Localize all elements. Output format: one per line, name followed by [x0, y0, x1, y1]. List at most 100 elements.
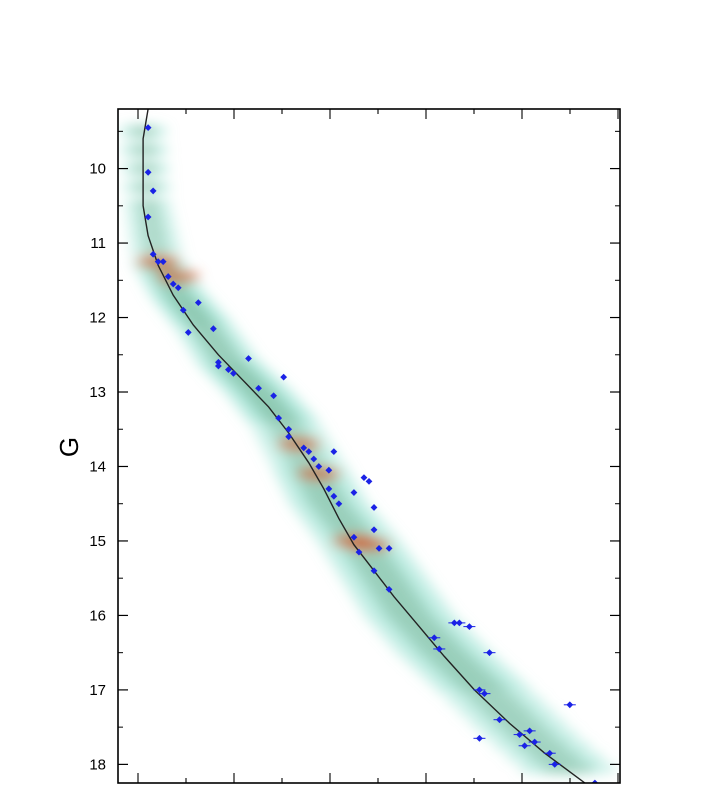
density-core [133, 183, 161, 192]
star-point [370, 504, 378, 511]
star-point [335, 500, 343, 508]
star-point [330, 448, 338, 455]
density-core [426, 657, 482, 666]
star-point [370, 567, 378, 575]
star-point [149, 187, 157, 195]
star-point [486, 649, 493, 657]
star-point [325, 485, 333, 493]
star-point [169, 280, 177, 288]
axes: 10 11 12 13 14 15 16 17 18 [89, 109, 620, 783]
star-point [144, 124, 152, 132]
y-tick-label: 15 [89, 533, 106, 550]
density-background [118, 124, 618, 776]
density-core [129, 127, 157, 136]
star-point [360, 474, 368, 482]
density-core [263, 417, 305, 426]
star-point [149, 250, 157, 258]
star-point [159, 258, 167, 266]
density-core [191, 330, 228, 339]
density-core [136, 215, 165, 224]
star-point [285, 433, 293, 441]
density-core [140, 243, 171, 252]
density-core [203, 348, 241, 357]
density-core [269, 428, 311, 437]
y-tick-label: 11 [90, 235, 106, 252]
y-tick-label: 18 [89, 756, 106, 773]
star-point [245, 355, 252, 362]
density-core [468, 697, 524, 706]
star-point [285, 425, 293, 433]
star-point [476, 734, 483, 742]
star-point [385, 545, 393, 552]
density-core [130, 145, 159, 154]
star-point [270, 392, 278, 400]
fit-curve-line [142, 109, 586, 783]
star-point [350, 489, 358, 496]
density-core [138, 229, 168, 238]
density-core [527, 752, 583, 761]
star-point [184, 329, 192, 336]
star-point [455, 619, 463, 627]
star-point [476, 686, 483, 694]
y-tick-label: 16 [89, 607, 106, 624]
density-core [305, 499, 352, 508]
density-core [352, 564, 403, 573]
density-core [399, 630, 454, 639]
density-core [490, 719, 546, 728]
star-point [280, 373, 288, 381]
star-point [385, 585, 393, 593]
density-core [370, 592, 423, 601]
density-core [408, 639, 463, 648]
density-core [358, 574, 410, 583]
y-tick-label: 17 [89, 682, 106, 699]
star-point [355, 548, 363, 556]
density-core [346, 555, 397, 564]
star-points-layer [144, 124, 601, 783]
star-point [310, 455, 318, 463]
y-tick-label: 14 [89, 458, 106, 475]
star-point [466, 623, 473, 630]
star-point [144, 213, 152, 221]
star-point [174, 284, 182, 292]
density-core [416, 648, 472, 657]
density-core [539, 764, 595, 773]
star-point [375, 545, 383, 552]
y-tick-label: 10 [89, 161, 106, 178]
density-core [320, 518, 368, 527]
density-band [118, 124, 618, 776]
y-axis-title: G [54, 437, 84, 457]
star-point [481, 690, 488, 698]
density-core [134, 201, 162, 210]
fit-curve-layer [142, 109, 586, 783]
star-point [275, 414, 283, 422]
density-core [502, 730, 558, 739]
star-point [370, 526, 378, 534]
density-core [376, 602, 430, 611]
density-core [479, 708, 535, 717]
density-core [436, 667, 492, 676]
star-point [164, 273, 172, 280]
star-point [350, 533, 358, 541]
star-point [300, 444, 308, 452]
star-point [435, 645, 443, 653]
star-point [209, 325, 217, 333]
star-point [315, 463, 323, 470]
plot-frame [117, 108, 621, 784]
star-point [225, 366, 232, 374]
density-core [327, 527, 376, 536]
star-point [496, 716, 503, 724]
star-point [194, 299, 202, 307]
density-core [446, 676, 503, 685]
star-point [566, 701, 574, 709]
density-peak [276, 438, 321, 451]
star-point [365, 477, 373, 485]
star-point [325, 466, 333, 474]
density-core [514, 741, 570, 750]
star-point [230, 369, 237, 377]
density-peak [156, 270, 201, 283]
density-core [131, 164, 160, 173]
star-point [144, 168, 152, 176]
y-tick-label: 12 [89, 310, 106, 327]
star-point [430, 634, 438, 642]
